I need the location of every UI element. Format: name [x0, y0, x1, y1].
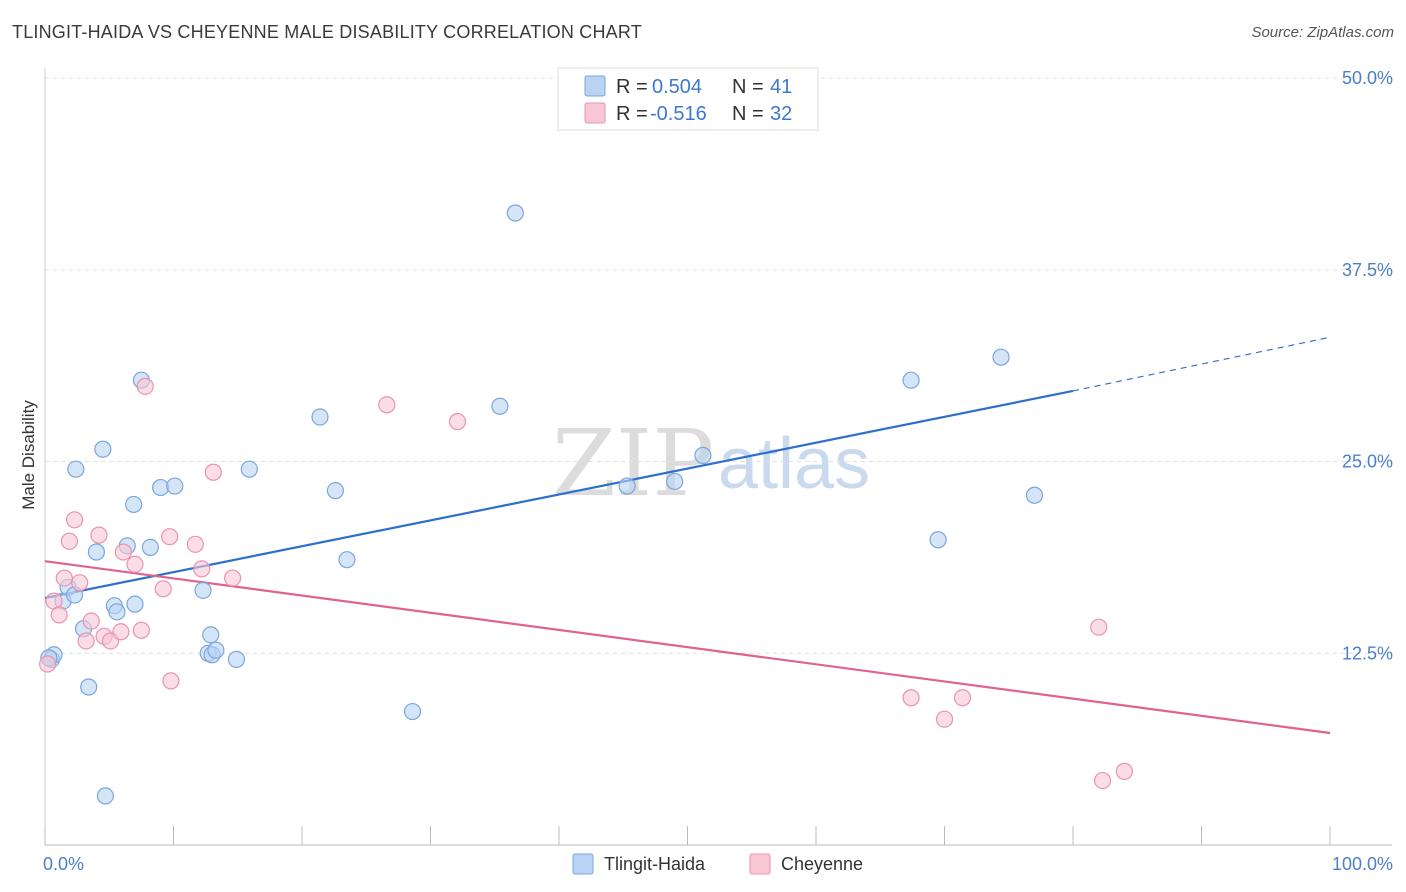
- tlingit-haida-point: [929, 531, 947, 549]
- tlingit-haida-point: [618, 477, 636, 495]
- tlingit-haida-point: [202, 626, 220, 644]
- legend-r-label-1: R =: [616, 76, 648, 98]
- tlingit-haida-point: [491, 397, 509, 415]
- y-axis-label: Male Disability: [19, 400, 38, 510]
- legend-r-label-2: R =: [616, 103, 648, 125]
- cheyenne-point: [65, 511, 84, 529]
- tlingit-haida-trend-line: [44, 389, 1074, 600]
- cheyenne-point: [1115, 762, 1134, 780]
- cheyenne-point: [114, 543, 132, 561]
- tlingit-haida-point: [96, 787, 114, 805]
- bottom-swatch-tlingit: [572, 853, 594, 875]
- cheyenne-trend-line: [44, 560, 1331, 735]
- cheyenne-point: [162, 672, 180, 690]
- tlingit-haida-trend-extension: [1072, 336, 1331, 392]
- y-tick-label: 25.0%: [1342, 452, 1393, 472]
- x-tick-label-min: 0.0%: [43, 854, 84, 874]
- tlingit-haida-point: [338, 551, 356, 569]
- chart-source: Source: ZipAtlas.com: [1251, 24, 1394, 41]
- tlingit-haida-point: [666, 472, 684, 491]
- cheyenne-point: [448, 413, 467, 431]
- cheyenne-point: [126, 555, 144, 573]
- tlingit-haida-point: [67, 460, 85, 478]
- tlingit-haida-point: [506, 204, 524, 222]
- cheyenne-point: [953, 689, 972, 707]
- bottom-swatch-cheyenne: [749, 853, 771, 875]
- cheyenne-point: [935, 710, 954, 728]
- tlingit-haida-point: [240, 460, 258, 478]
- legend-r-value-1: 0.504: [652, 76, 702, 98]
- tlingit-haida-point: [1025, 486, 1044, 504]
- legend-swatch-cheyenne: [584, 102, 606, 124]
- tlingit-haida-point: [108, 603, 126, 621]
- series-legend: Tlingit-Haida Cheyenne: [572, 853, 863, 875]
- tlingit-haida-point: [87, 543, 106, 561]
- cheyenne-point: [193, 560, 211, 578]
- tlingit-haida-point: [126, 595, 144, 613]
- grid-lines: [45, 77, 1392, 654]
- tlingit-haida-point: [125, 495, 143, 514]
- cheyenne-point: [50, 606, 68, 624]
- bottom-legend-cheyenne: Cheyenne: [781, 854, 863, 874]
- cheyenne-point: [82, 612, 100, 630]
- cheyenne-point: [38, 655, 57, 673]
- tlingit-haida-point: [207, 641, 225, 659]
- correlation-legend: R = 0.504 N = 41 R = -0.516 N = 32: [557, 67, 819, 131]
- watermark-zip: ZIP: [552, 410, 714, 517]
- chart-title: TLINGIT-HAIDA VS CHEYENNE MALE DISABILIT…: [12, 22, 642, 42]
- data-points: [38, 204, 1134, 805]
- cheyenne-point: [112, 623, 130, 641]
- bottom-legend-tlingit: Tlingit-Haida: [604, 854, 706, 874]
- cheyenne-point: [132, 621, 150, 639]
- tlingit-haida-point: [141, 538, 159, 557]
- tlingit-haida-point: [80, 678, 98, 696]
- y-tick-label: 37.5%: [1342, 260, 1393, 280]
- tlingit-haida-point: [194, 581, 212, 599]
- cheyenne-point: [136, 377, 154, 395]
- tlingit-haida-point: [166, 477, 184, 495]
- tlingit-haida-point: [326, 482, 345, 500]
- cheyenne-point: [161, 528, 179, 546]
- legend-n-label-1: N =: [732, 76, 764, 98]
- cheyenne-point: [186, 535, 204, 553]
- trend-lines: [44, 336, 1331, 735]
- legend-n-label-2: N =: [732, 103, 764, 125]
- tlingit-haida-point: [694, 446, 712, 464]
- cheyenne-point: [902, 689, 920, 707]
- cheyenne-point: [77, 632, 95, 650]
- y-tick-label: 50.0%: [1342, 68, 1393, 88]
- cheyenne-point: [90, 526, 108, 544]
- tlingit-haida-point: [403, 702, 422, 721]
- cheyenne-point: [60, 532, 79, 550]
- cheyenne-point: [71, 574, 89, 592]
- cheyenne-point: [1090, 618, 1108, 636]
- tlingit-haida-point: [227, 650, 246, 668]
- legend-n-value-1: 41: [770, 76, 792, 98]
- cheyenne-point: [378, 396, 396, 414]
- cheyenne-point: [154, 580, 172, 598]
- axes: 12.5% 25.0% 37.5% 50.0% 0.0% 100.0%: [43, 68, 1393, 874]
- cheyenne-point: [55, 569, 73, 587]
- x-tick-label-max: 100.0%: [1332, 854, 1393, 874]
- cheyenne-point: [224, 569, 242, 587]
- tlingit-haida-point: [902, 371, 920, 389]
- legend-r-value-2: -0.516: [650, 103, 707, 125]
- tlingit-haida-point: [992, 348, 1010, 366]
- legend-n-value-2: 32: [770, 103, 792, 125]
- cheyenne-point: [204, 463, 222, 481]
- legend-swatch-tlingit: [584, 75, 606, 97]
- cheyenne-point: [1093, 771, 1112, 790]
- y-tick-label: 12.5%: [1342, 643, 1393, 663]
- tlingit-haida-point: [311, 408, 329, 426]
- tlingit-haida-point: [94, 440, 112, 458]
- tlingit-haida-point: [152, 478, 170, 497]
